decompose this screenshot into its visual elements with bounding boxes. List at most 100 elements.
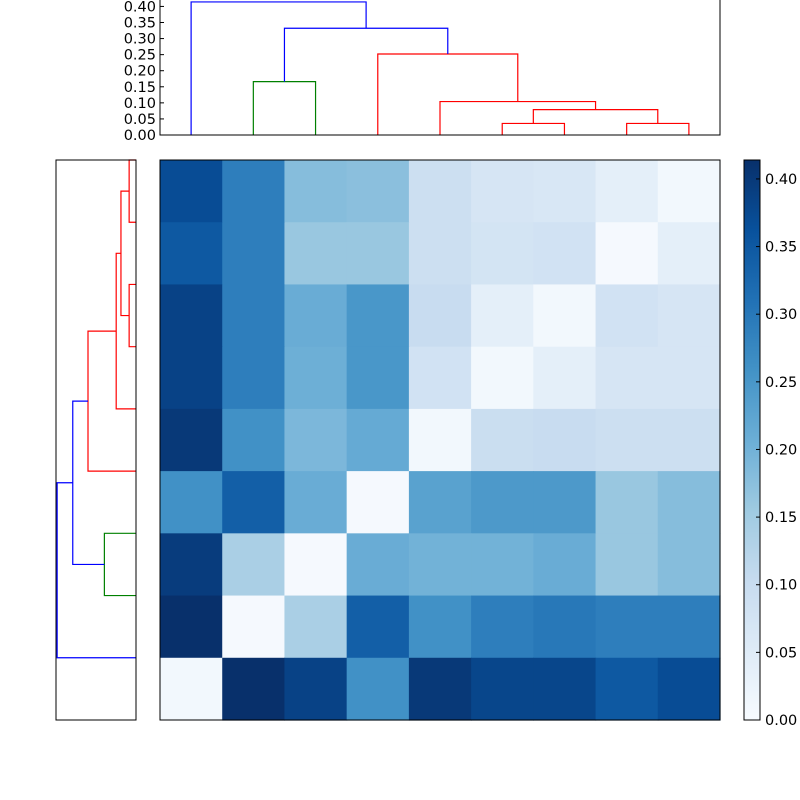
top-dendrogram-link-4	[377, 53, 519, 135]
heatmap-cell-r4-c2	[284, 408, 348, 472]
heatmap-cell-r7-c4	[408, 595, 472, 659]
top-dendrogram-ytick-label: 0.15	[124, 80, 156, 96]
heatmap-cell-r7-c0	[160, 595, 223, 659]
heatmap-cell-r3-c3	[346, 346, 410, 410]
heatmap-cell-r1-c5	[471, 222, 534, 286]
heatmap-cell-r5-c7	[595, 471, 659, 534]
top-dendrogram-ytick-label: 0.20	[124, 64, 156, 80]
colorbar-tick-label: 0.00	[765, 713, 797, 729]
heatmap-cell-r3-c0	[160, 346, 223, 410]
heatmap-cell-r1-c2	[284, 222, 348, 286]
top-dendrogram-link-1	[626, 122, 690, 135]
heatmap-cell-r5-c0	[160, 471, 223, 534]
top-dendrogram-ytick-label: 0.40	[124, 0, 156, 15]
heatmap-cell-r8-c0	[160, 657, 223, 721]
heatmap-cell-r1-c7	[595, 222, 659, 286]
heatmap-cell-r3-c1	[222, 346, 286, 410]
heatmap-cell-r0-c1	[222, 160, 286, 223]
heatmap-cell-r6-c8	[657, 533, 721, 597]
colorbar-tick-label: 0.35	[765, 240, 797, 256]
heatmap-cell-r6-c3	[346, 533, 410, 597]
top-dendrogram-ytick-label: 0.10	[124, 96, 156, 112]
heatmap-cell-r7-c6	[533, 595, 597, 659]
heatmap-cell-r6-c4	[408, 533, 472, 597]
heatmap-cell-r8-c1	[222, 657, 286, 721]
colorbar: 0.00 0.05 0.10 0.15 0.20 0.25 0.30 0.35 0.40	[743, 159, 797, 729]
colorbar-tick-label: 0.10	[765, 578, 797, 594]
heatmap-cell-r6-c6	[533, 533, 597, 597]
colorbar-tick-label: 0.15	[765, 510, 797, 526]
left-dendrogram-link-2	[120, 190, 130, 317]
left-dendrogram	[55, 159, 137, 721]
heatmap-cell-r2-c0	[160, 284, 223, 348]
left-dendrogram-link-3	[115, 252, 136, 410]
heatmap-cell-r5-c1	[222, 471, 286, 534]
left-dendrogram-link-4	[87, 330, 136, 472]
heatmap-cell-r1-c8	[657, 222, 721, 286]
top-dendrogram-link-2	[532, 109, 659, 124]
heatmap-cell-r4-c3	[346, 408, 410, 472]
heatmap-cell-r0-c3	[346, 160, 410, 223]
heatmap-cell-r3-c8	[657, 346, 721, 410]
heatmap-cell-r0-c0	[160, 160, 223, 223]
top-dendrogram-link-0	[501, 122, 566, 135]
top-dendrogram-ytick-label: 0.25	[124, 48, 156, 64]
heatmap-cell-r0-c7	[595, 160, 659, 223]
heatmap-cell-r5-c5	[471, 471, 534, 534]
heatmap-cell-r6-c7	[595, 533, 659, 597]
left-dendrogram-link-0	[128, 159, 136, 223]
heatmap-cell-r4-c1	[222, 408, 286, 472]
heatmap-cell-r4-c0	[160, 408, 223, 472]
top-dendrogram: 0.000.050.100.150.200.250.300.350.40	[124, 0, 721, 144]
heatmap-cell-r3-c5	[471, 346, 534, 410]
heatmap-cell-r6-c2	[284, 533, 348, 597]
top-dendrogram-link-6	[283, 27, 449, 82]
heatmap-cell-r2-c8	[657, 284, 721, 348]
heatmap-cell-r8-c6	[533, 657, 597, 721]
heatmap-cell-r0-c2	[284, 160, 348, 223]
heatmap-cell-r0-c6	[533, 160, 597, 223]
left-dendrogram-frame	[55, 159, 137, 721]
heatmap-cell-r2-c6	[533, 284, 597, 348]
heatmap-cell-r7-c2	[284, 595, 348, 659]
top-dendrogram-ytick-label: 0.35	[124, 16, 156, 32]
heatmap-cell-r2-c3	[346, 284, 410, 348]
heatmap-cell-r0-c4	[408, 160, 472, 223]
heatmap-frame	[159, 159, 721, 721]
heatmap-cell-r4-c6	[533, 408, 597, 472]
heatmap-cell-r5-c3	[346, 471, 410, 534]
colorbar-tick-label: 0.40	[765, 172, 797, 188]
heatmap-cell-r4-c7	[595, 408, 659, 472]
heatmap-cell-r4-c5	[471, 408, 534, 472]
heatmap-cell-r7-c7	[595, 595, 659, 659]
heatmap-cell-r7-c8	[657, 595, 721, 659]
heatmap-cell-r3-c2	[284, 346, 348, 410]
heatmap-cell-r2-c2	[284, 284, 348, 348]
heatmap-cell-r5-c8	[657, 471, 721, 534]
heatmap-cell-r0-c8	[657, 160, 721, 223]
heatmap-cell-r1-c6	[533, 222, 597, 286]
heatmap-cell-r2-c1	[222, 284, 286, 348]
colorbar-tick-label: 0.30	[765, 307, 797, 323]
top-dendrogram-ytick-label: 0.00	[124, 128, 156, 144]
heatmap-cell-r1-c0	[160, 222, 223, 286]
heatmap-cell-r8-c3	[346, 657, 410, 721]
top-dendrogram-link-3	[439, 100, 597, 135]
top-dendrogram-link-7	[190, 1, 367, 135]
heatmap-cell-r5-c2	[284, 471, 348, 534]
heatmap-cell-r2-c7	[595, 284, 659, 348]
colorbar-tick-label: 0.25	[765, 375, 797, 391]
heatmap	[159, 159, 721, 721]
heatmap-cell-r3-c6	[533, 346, 597, 410]
heatmap-cell-r4-c4	[408, 408, 472, 472]
top-dendrogram-frame	[159, 0, 721, 136]
heatmap-cell-r5-c4	[408, 471, 472, 534]
top-dendrogram-link-5	[252, 81, 317, 135]
colorbar-gradient	[743, 159, 761, 721]
heatmap-cell-r1-c1	[222, 222, 286, 286]
heatmap-cell-r8-c2	[284, 657, 348, 721]
heatmap-cell-r8-c7	[595, 657, 659, 721]
left-dendrogram-link-7	[56, 482, 136, 659]
heatmap-cell-r2-c5	[471, 284, 534, 348]
top-dendrogram-ytick-label: 0.05	[124, 112, 156, 128]
